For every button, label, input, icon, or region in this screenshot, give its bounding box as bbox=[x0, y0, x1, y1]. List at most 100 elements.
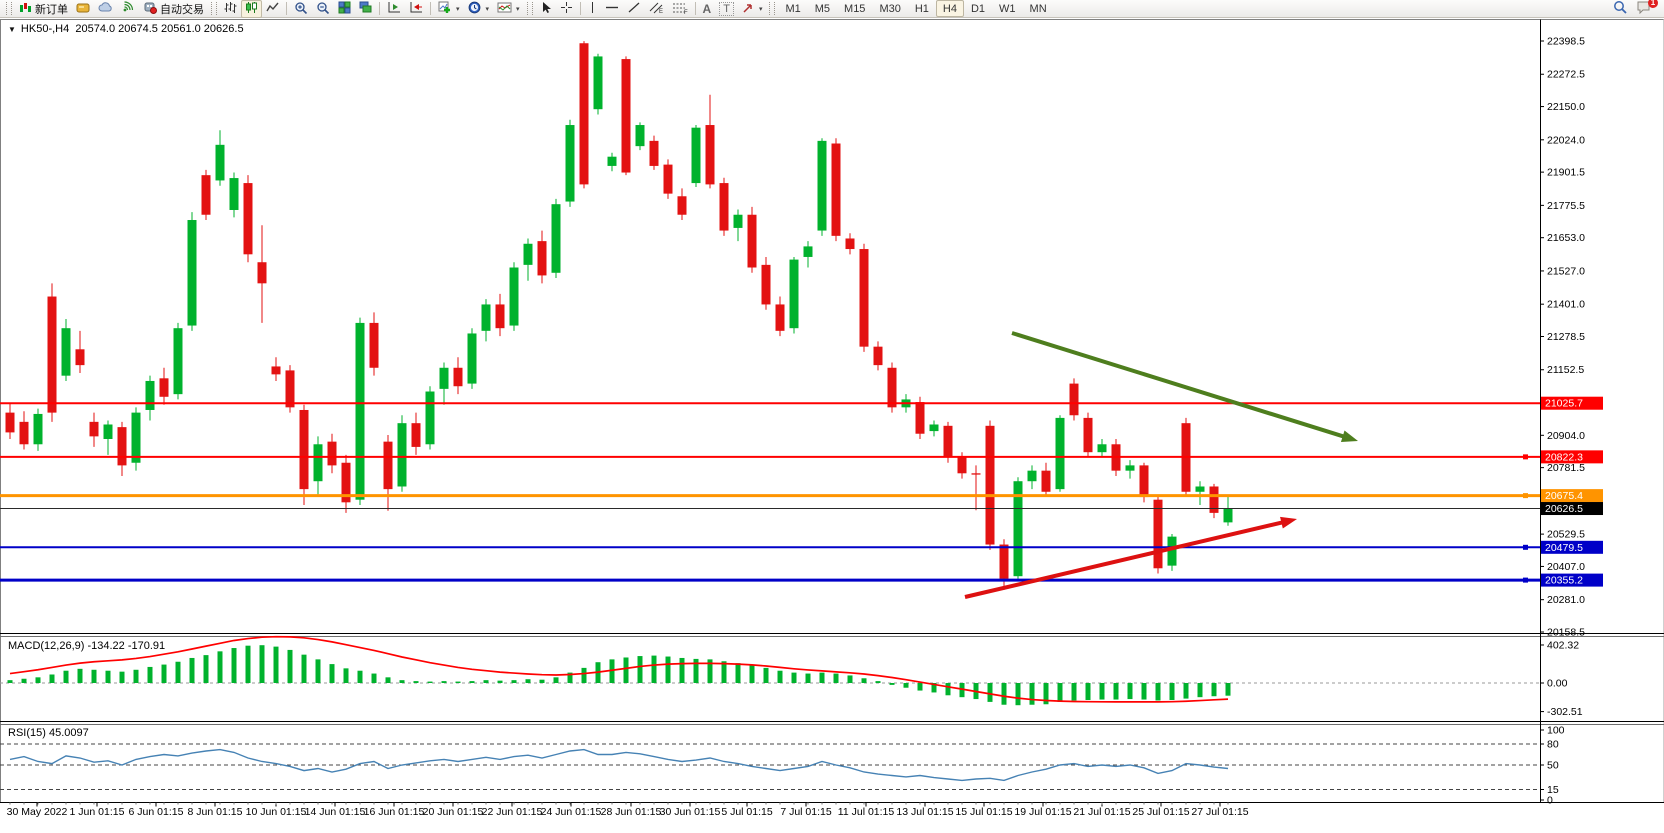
macd-pane bbox=[0, 635, 1540, 706]
cloud-icon bbox=[98, 1, 113, 17]
macd-bar bbox=[735, 663, 741, 683]
templates-dropdown-caret[interactable]: ▾ bbox=[516, 5, 520, 13]
macd-bar bbox=[399, 680, 405, 683]
arrow-shapes-icon bbox=[742, 1, 755, 17]
text-label-tool-button[interactable]: T bbox=[715, 0, 738, 18]
candle-body bbox=[1083, 417, 1093, 453]
bar-chart-icon bbox=[224, 1, 237, 17]
time-axis-label: 6 Jun 01:15 bbox=[129, 806, 184, 818]
macd-bar bbox=[833, 673, 839, 683]
text-tool-button[interactable]: A bbox=[699, 0, 716, 18]
candle-body bbox=[971, 473, 981, 475]
signal-button[interactable] bbox=[117, 0, 139, 18]
channel-tool-button[interactable]: E bbox=[645, 0, 668, 18]
macd-bar bbox=[1127, 683, 1133, 700]
toolbar-separator bbox=[430, 2, 431, 15]
macd-bar bbox=[91, 669, 97, 683]
hline-handle[interactable] bbox=[1523, 544, 1528, 550]
timeframe-w1[interactable]: W1 bbox=[999, 2, 1016, 15]
crosshair-icon bbox=[560, 1, 573, 17]
timeframe-m30[interactable]: M30 bbox=[879, 2, 901, 15]
macd-bar bbox=[21, 678, 27, 683]
macd-bar bbox=[175, 661, 181, 683]
zoom-out-button[interactable] bbox=[312, 0, 334, 18]
chart-canvas[interactable]: 22398.5 22272.5 22150.0 22024.0 21901.5 21775… bbox=[0, 18, 1664, 833]
descending-trend-arrow-head[interactable] bbox=[1340, 430, 1358, 442]
fibonacci-tool-button[interactable]: F bbox=[668, 0, 692, 18]
new-chart-button[interactable]: ▾ bbox=[434, 0, 464, 18]
zoom-in-button[interactable] bbox=[290, 0, 312, 18]
periods-dropdown-caret[interactable]: ▾ bbox=[485, 5, 490, 13]
auto-scroll-button[interactable] bbox=[383, 0, 405, 18]
candle-body bbox=[313, 444, 323, 482]
hline-handle[interactable] bbox=[1523, 493, 1528, 499]
macd-bar bbox=[119, 671, 125, 683]
chart-shift-button[interactable] bbox=[405, 0, 427, 18]
new-order-button[interactable]: 新订单 bbox=[15, 0, 72, 18]
price-tick-label: 21775.5 bbox=[1547, 200, 1585, 212]
timeframe-m1[interactable]: M1 bbox=[785, 2, 801, 15]
arrows-tool-button[interactable]: ▾ bbox=[738, 0, 767, 18]
candlestick-chart-button[interactable] bbox=[241, 0, 262, 18]
timeframe-d1[interactable]: D1 bbox=[970, 2, 986, 15]
macd-bar bbox=[287, 649, 293, 683]
candle-body bbox=[579, 43, 589, 185]
price-tick-label: 21653.0 bbox=[1547, 232, 1585, 244]
candle-body bbox=[341, 462, 351, 503]
macd-bar bbox=[231, 648, 237, 683]
cascade-windows-button[interactable] bbox=[355, 0, 376, 18]
horizontal-line-tool-button[interactable] bbox=[601, 0, 623, 18]
macd-bar bbox=[819, 672, 825, 683]
crosshair-button[interactable] bbox=[556, 0, 577, 18]
search-button[interactable] bbox=[1609, 0, 1632, 18]
gold-button[interactable] bbox=[72, 0, 94, 18]
chart-title-caret[interactable]: ▼ bbox=[8, 25, 16, 34]
notifications-button[interactable]: 1 bbox=[1632, 0, 1658, 18]
chart-window: 22398.5 22272.5 22150.0 22024.0 21901.5 21775… bbox=[0, 18, 1664, 833]
macd-bar bbox=[1169, 683, 1175, 701]
macd-bar bbox=[7, 680, 13, 683]
ascending-trend-arrow-head[interactable] bbox=[1280, 516, 1297, 529]
trendline-tool-button[interactable] bbox=[623, 0, 645, 18]
templates-icon bbox=[497, 1, 512, 17]
macd-bar bbox=[791, 672, 797, 683]
templates-button[interactable]: ▾ bbox=[493, 0, 524, 18]
candle-body bbox=[47, 296, 57, 413]
vertical-line-tool-button[interactable] bbox=[584, 0, 601, 18]
candle-body bbox=[733, 214, 743, 228]
candle-body bbox=[1167, 536, 1177, 566]
price-tick-label: 21401.0 bbox=[1547, 299, 1585, 311]
text-tool-icon: A bbox=[702, 1, 712, 16]
macd-bar bbox=[931, 683, 937, 693]
descending-trend-arrow[interactable] bbox=[1011, 331, 1351, 441]
candle-body bbox=[789, 259, 799, 329]
bar-chart-button[interactable] bbox=[220, 0, 241, 18]
arrows-dropdown-caret[interactable]: ▾ bbox=[758, 5, 763, 13]
hline-handle[interactable] bbox=[1523, 577, 1528, 583]
candle-body bbox=[565, 125, 575, 202]
timeframe-mn[interactable]: MN bbox=[1029, 2, 1047, 15]
tile-windows-button[interactable] bbox=[334, 0, 355, 18]
hline-handle[interactable] bbox=[1523, 454, 1528, 460]
price-tag-20479.5 bbox=[1541, 540, 1603, 554]
timeframe-h1[interactable]: H1 bbox=[914, 2, 929, 15]
new-chart-dropdown-caret[interactable]: ▾ bbox=[456, 5, 460, 13]
autotrading-button[interactable]: 自动交易 bbox=[139, 0, 208, 18]
price-tick-label: 20781.5 bbox=[1547, 462, 1585, 474]
timeframe-m15[interactable]: M15 bbox=[844, 2, 866, 15]
cursor-button[interactable] bbox=[536, 0, 556, 18]
line-chart-button[interactable] bbox=[262, 0, 283, 18]
candle-body bbox=[19, 421, 29, 445]
timeframe-h4[interactable]: H4 bbox=[935, 0, 964, 17]
timeframe-m5[interactable]: M5 bbox=[814, 2, 831, 15]
periods-button[interactable]: ▾ bbox=[464, 0, 494, 18]
ascending-trend-arrow[interactable] bbox=[964, 519, 1289, 599]
zoom-in-icon bbox=[294, 1, 308, 17]
macd-bar bbox=[161, 664, 167, 683]
cloud-button[interactable] bbox=[94, 0, 117, 18]
macd-bar bbox=[217, 651, 223, 683]
macd-bar bbox=[763, 667, 769, 683]
candle-body bbox=[999, 544, 1009, 579]
macd-indicator-label: MACD(12,26,9) -134.22 -170.91 bbox=[8, 640, 166, 652]
candle-body bbox=[243, 183, 253, 255]
